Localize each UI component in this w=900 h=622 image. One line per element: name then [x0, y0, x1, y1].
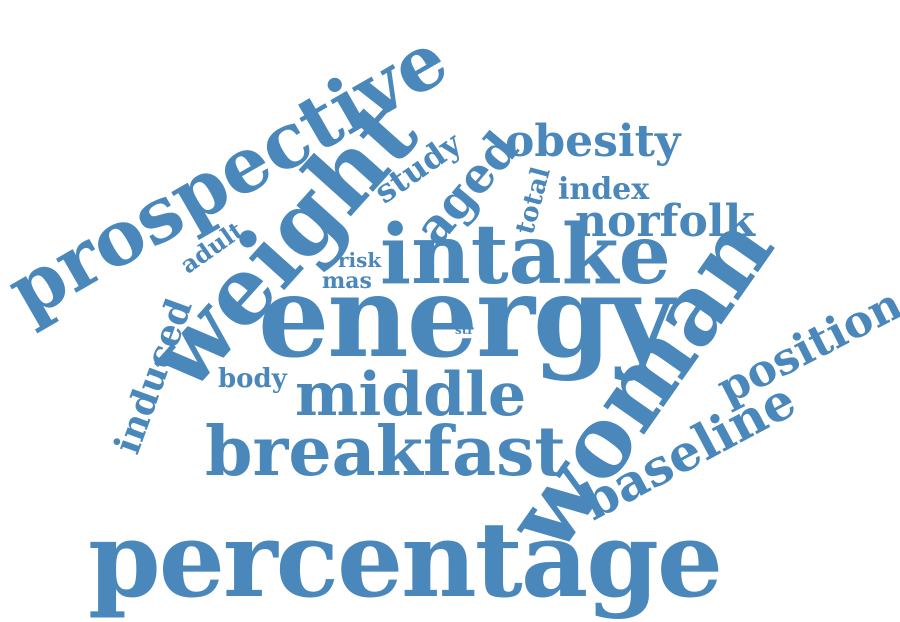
word-percentage: percentage [88, 508, 721, 612]
word-index: index [558, 175, 649, 205]
word-risk: risk [338, 250, 381, 270]
word-mas: mas [322, 270, 372, 292]
word-body: body [218, 366, 287, 392]
word-middle: middle [295, 365, 526, 425]
word-str: str [455, 324, 474, 336]
